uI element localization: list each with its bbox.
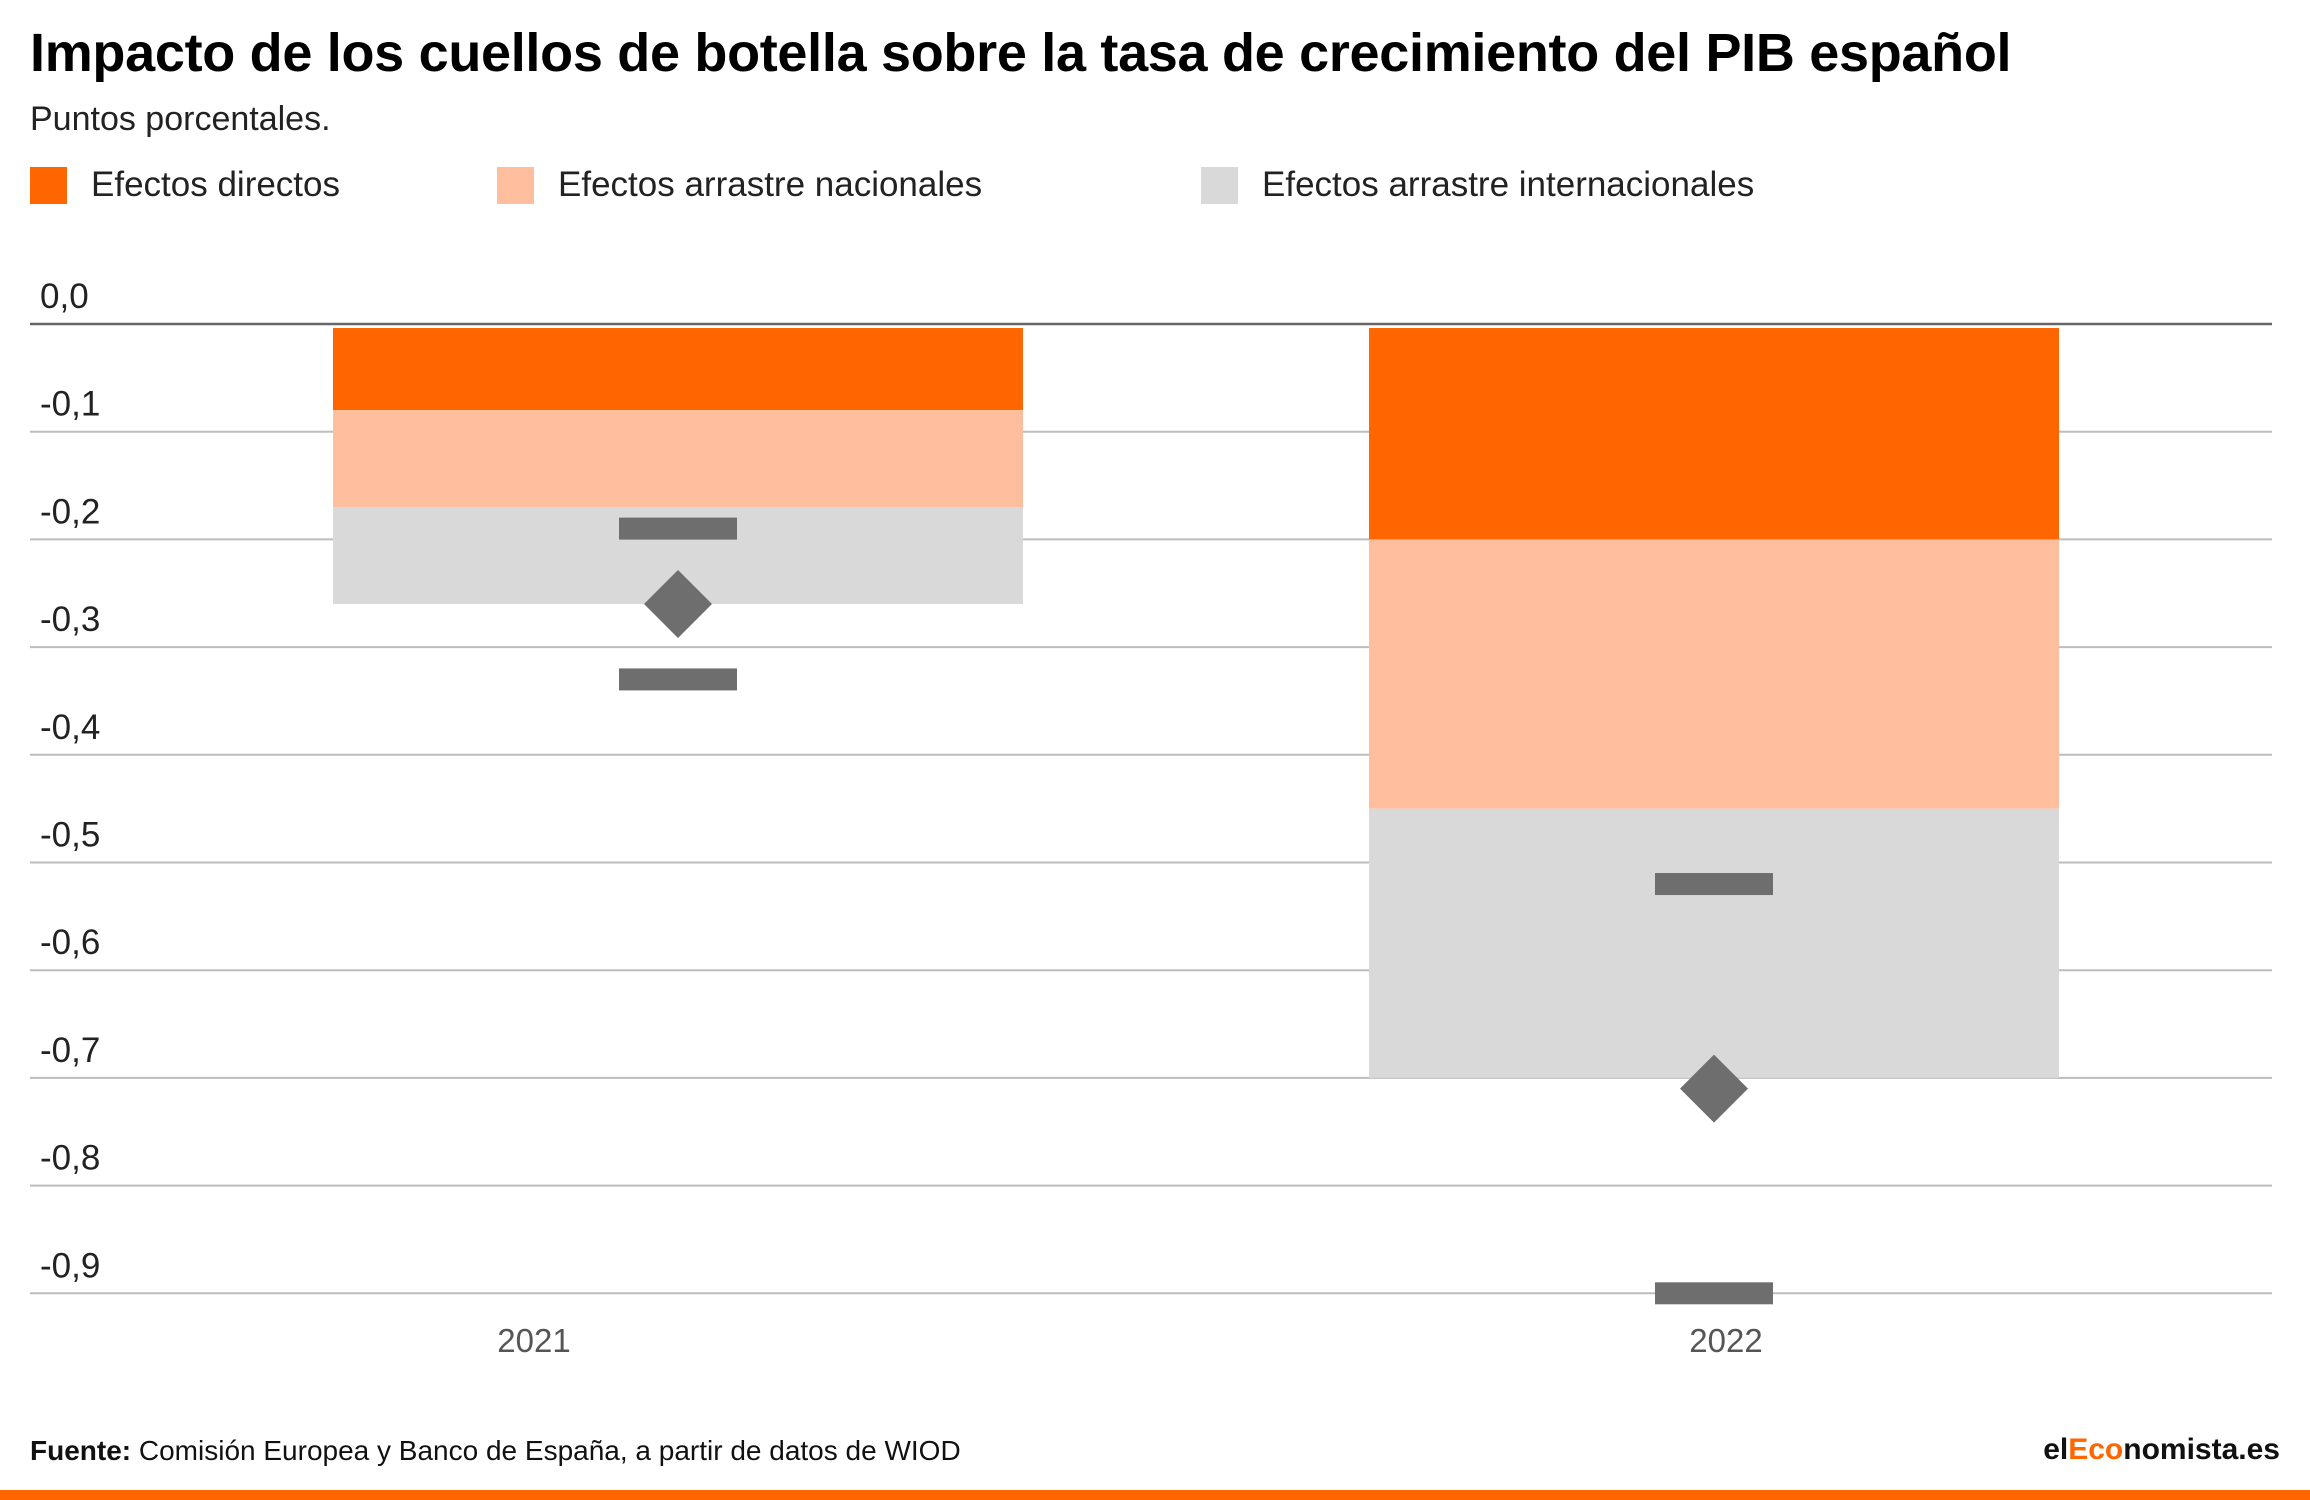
- brand-prefix: el: [2043, 1433, 2069, 1466]
- y-tick-label: -0,8: [40, 1139, 100, 1178]
- legend-item-internacionales: Efectos arrastre internacionales: [1201, 163, 1754, 207]
- range-marker-low: [619, 668, 737, 691]
- y-tick-label: -0,1: [40, 385, 100, 424]
- legend: Efectos directos Efectos arrastre nacion…: [30, 163, 2290, 207]
- legend-item-directos: Efectos directos: [30, 163, 340, 207]
- range-marker-low: [1655, 1282, 1773, 1305]
- brand-suffix: nomista.es: [2123, 1433, 2280, 1466]
- bar-segment-1-2: [1369, 808, 2059, 1078]
- legend-label-internacionales: Efectos arrastre internacionales: [1262, 165, 1755, 204]
- legend-item-nacionales: Efectos arrastre nacionales: [497, 163, 982, 207]
- legend-label-directos: Efectos directos: [91, 165, 340, 204]
- legend-swatch-nacionales: [497, 166, 534, 204]
- y-tick-label: -0,9: [40, 1246, 100, 1285]
- total-marker: [644, 570, 712, 639]
- x-category-label: 2022: [1689, 1322, 1762, 1359]
- bar-segment-0-1: [333, 410, 1023, 508]
- legend-swatch-internacionales: [1201, 166, 1238, 204]
- bottom-accent-bar: [0, 1490, 2310, 1500]
- bar-segment-0-0: [333, 328, 1023, 411]
- legend-label-nacionales: Efectos arrastre nacionales: [558, 165, 983, 204]
- source-label: Fuente:: [30, 1435, 132, 1466]
- range-marker-high: [619, 517, 737, 540]
- legend-swatch-directos: [30, 166, 67, 204]
- source-note: Fuente: Comisión Europea y Banco de Espa…: [30, 1435, 961, 1467]
- total-marker: [1680, 1054, 1748, 1123]
- chart-subtitle: Puntos porcentales.: [30, 100, 331, 138]
- range-marker-high: [1655, 873, 1773, 896]
- y-tick-label: -0,2: [40, 492, 100, 531]
- bar-segment-1-0: [1369, 328, 2059, 540]
- y-tick-label: 0,0: [40, 277, 89, 316]
- y-tick-label: -0,4: [40, 708, 100, 747]
- chart-title: Impacto de los cuellos de botella sobre …: [30, 23, 2012, 83]
- y-tick-label: -0,3: [40, 600, 100, 639]
- stacked-bar-chart: 0,0 -0,1 -0,2 -0,3 -0,4 -0,5 -0,6 -0,7 -0,8 -0,9 2…: [30, 277, 2272, 1359]
- x-category-label: 2021: [497, 1322, 570, 1359]
- y-tick-label: -0,5: [40, 816, 100, 855]
- y-tick-label: -0,7: [40, 1031, 100, 1070]
- brand-logo: elEconomista.es: [2043, 1433, 2280, 1467]
- brand-accent: Eco: [2068, 1433, 2124, 1466]
- bar-segment-1-1: [1369, 539, 2059, 809]
- source-text: Comisión Europea y Banco de España, a pa…: [131, 1435, 961, 1466]
- y-tick-label: -0,6: [40, 923, 100, 962]
